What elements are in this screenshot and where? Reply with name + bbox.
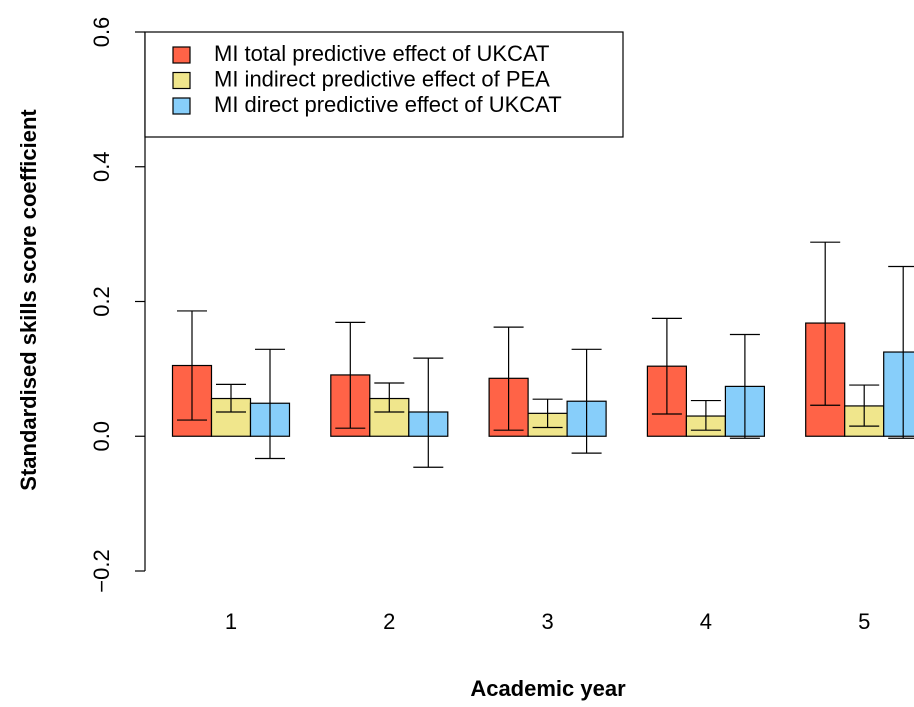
error-bar <box>413 357 444 468</box>
legend-swatch <box>172 71 191 90</box>
x-tick-label: 5 <box>858 609 870 634</box>
y-tick-label: −0.2 <box>89 549 114 592</box>
y-tick-label: 0.2 <box>89 286 114 317</box>
error-bar <box>810 241 841 406</box>
error-bar <box>177 310 207 421</box>
error-bar <box>255 348 285 460</box>
legend-label: MI total predictive effect of UKCAT <box>214 41 549 66</box>
error-bar <box>532 398 563 429</box>
bar <box>883 351 914 437</box>
y-tick-label: 0.0 <box>89 421 114 452</box>
error-bar <box>888 265 914 439</box>
legend-swatch <box>172 46 191 64</box>
legend-label: MI indirect predictive effect of PEA <box>214 66 550 91</box>
error-bar <box>216 383 246 413</box>
error-bar <box>335 321 366 429</box>
error-bar <box>571 348 602 454</box>
x-axis-title: Academic year <box>470 676 626 701</box>
x-tick-label: 2 <box>383 609 395 634</box>
x-tick-label: 4 <box>700 609 712 634</box>
y-axis-title: Standardised skills score coefficient <box>16 109 41 491</box>
legend-label: MI direct predictive effect of UKCAT <box>214 92 562 117</box>
error-bar <box>849 384 880 427</box>
legend-box <box>144 31 624 138</box>
error-bar <box>729 333 760 439</box>
y-tick-label: 0.6 <box>89 17 114 48</box>
legend-swatch <box>172 97 191 115</box>
y-tick-label: 0.4 <box>89 151 114 182</box>
error-bar <box>690 399 721 431</box>
x-tick-label: 3 <box>541 609 553 634</box>
error-bar <box>493 326 524 431</box>
error-bar <box>651 317 682 415</box>
x-tick-label: 1 <box>225 609 237 634</box>
error-bar <box>374 382 405 413</box>
